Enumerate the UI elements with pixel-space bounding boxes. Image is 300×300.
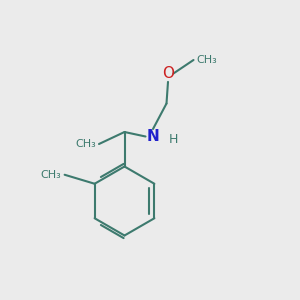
Text: H: H (169, 133, 178, 146)
Text: CH₃: CH₃ (75, 139, 96, 149)
Text: N: N (147, 129, 159, 144)
Text: CH₃: CH₃ (41, 170, 62, 180)
Text: O: O (162, 66, 174, 81)
Text: CH₃: CH₃ (196, 55, 217, 65)
